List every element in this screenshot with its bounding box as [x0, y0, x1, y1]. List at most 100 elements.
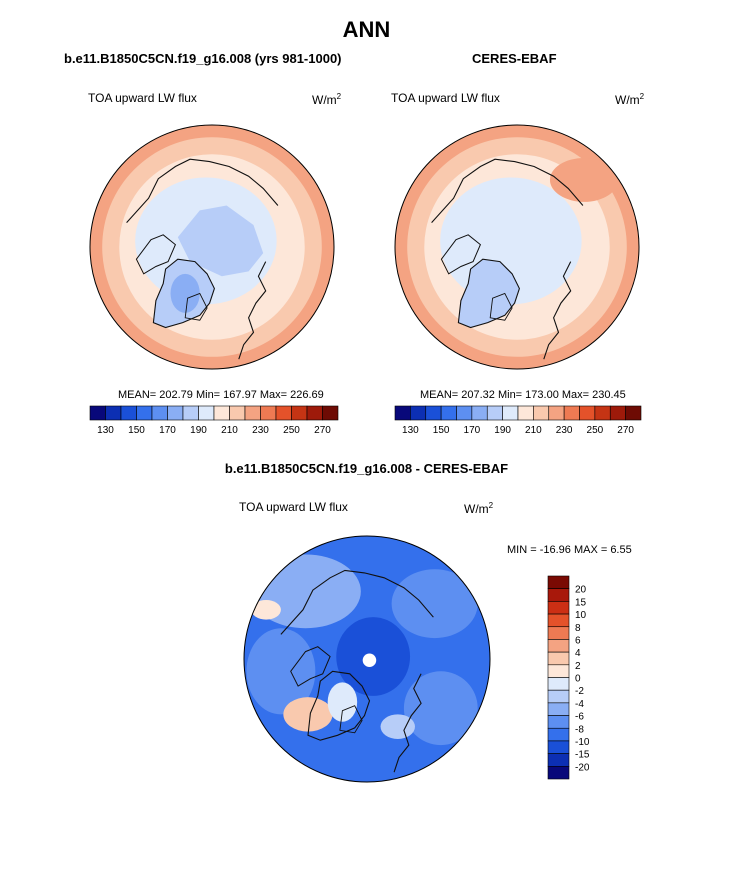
colorbar-tick-label: 230 [252, 425, 269, 436]
colorbar-tick-label: 190 [494, 425, 511, 436]
colorbar-swatch [547, 715, 570, 729]
island-coast [489, 292, 513, 321]
colorbar-tick-label: 0 [575, 674, 581, 685]
diff-warm-1 [283, 697, 333, 732]
colorbar-swatch [456, 405, 473, 421]
panel1-units: W/m2 [312, 92, 341, 107]
panel3-stats: MIN = -16.96 MAX = 6.55 [507, 544, 632, 556]
colorbar-swatch [182, 405, 199, 421]
colorbar-tick-label: 190 [190, 425, 207, 436]
coastline-north [280, 569, 434, 635]
arctic-core [482, 205, 569, 277]
diff-region-ne [391, 569, 478, 639]
colorbar-swatch [547, 664, 570, 678]
panel2-stats: MEAN= 207.32 Min= 173.00 Max= 230.45 [420, 389, 626, 401]
colorbar-tick-label: 15 [575, 597, 587, 608]
colorbar-swatch [579, 405, 596, 421]
diff-greenland [327, 682, 358, 722]
colorbar-swatch [533, 405, 550, 421]
colorbar-swatch [502, 405, 519, 421]
coastline-north [126, 158, 279, 223]
map-border [89, 124, 335, 370]
colorbar-tick-label: 250 [587, 425, 604, 436]
map-panel-2 [394, 124, 640, 370]
colorbar-swatch [213, 405, 230, 421]
colorbar-tick-label: 210 [221, 425, 238, 436]
colorbar-swatch [594, 405, 611, 421]
panel1-units-base: W/m [312, 93, 337, 107]
colorbar-swatch [547, 766, 570, 780]
colorbar-swatch [275, 405, 292, 421]
island-coast [339, 705, 363, 734]
colorbar-swatch [120, 405, 137, 421]
colorbar-tick-label: 4 [575, 648, 581, 659]
colorbar-swatch [547, 677, 570, 691]
map-border [394, 124, 640, 370]
diff-warm-2 [251, 599, 281, 620]
colorbar-swatch [547, 740, 570, 754]
colorbar-swatch [625, 405, 642, 421]
panel3-title: b.e11.B1850C5CN.f19_g16.008 - CERES-EBAF [224, 461, 509, 476]
colorbar-tick-label: 2 [575, 661, 581, 672]
colorbar-1: 130 150 170 190 210 230 250 270 [89, 405, 339, 436]
panel2-units-exp: 2 [639, 92, 645, 101]
warm-patch [549, 157, 619, 202]
panel3-variable: TOA upward LW flux [239, 500, 348, 514]
colorbar-swatch [394, 405, 411, 421]
colorbar-tick-label: 6 [575, 635, 581, 646]
colorbar-swatch [89, 405, 106, 421]
coastline-east [543, 261, 572, 360]
panel1-stats: MEAN= 202.79 Min= 167.97 Max= 226.69 [118, 389, 324, 401]
colorbar-swatch [547, 689, 570, 704]
panel1-units-exp: 2 [336, 92, 342, 101]
colorbar-tick-label: -10 [575, 737, 590, 748]
colorbar-swatch [547, 588, 570, 602]
colorbar-tick-label: 130 [97, 425, 114, 436]
colorbar-swatch [151, 405, 168, 421]
colorbar-swatch [486, 405, 503, 421]
colorbar-swatch [167, 405, 184, 421]
colorbar-swatch [547, 601, 570, 615]
colorbar-swatch [548, 405, 565, 421]
colorbar-swatch [229, 405, 246, 421]
colorbar-tick-label: -4 [575, 699, 584, 710]
colorbar-swatch [547, 651, 570, 666]
colorbar-tick-label: 130 [402, 425, 419, 436]
coastline-north [431, 158, 584, 223]
colorbar-swatch [547, 613, 570, 628]
diff-scand [380, 714, 415, 739]
colorbar-swatch [471, 405, 488, 421]
colorbar-tick-label: -20 [575, 762, 590, 773]
colorbar-swatch [547, 727, 570, 742]
colorbar-tick-label: 270 [314, 425, 331, 436]
diff-region-w [246, 628, 316, 715]
panel2-title: CERES-EBAF [472, 51, 557, 66]
colorbar-swatch [306, 405, 323, 421]
panel1-variable: TOA upward LW flux [88, 91, 197, 105]
colorbar-swatch [198, 405, 215, 421]
panel1-title: b.e11.B1850C5CN.f19_g16.008 (yrs 981-100… [64, 51, 342, 66]
colorbar-swatch [244, 405, 261, 421]
colorbar-tick-label: 10 [575, 610, 587, 621]
map-border [243, 535, 491, 783]
greenland-core [170, 273, 200, 313]
panel2-units: W/m2 [615, 92, 644, 107]
island-coast [184, 292, 208, 321]
panel3-units: W/m2 [464, 501, 493, 516]
colorbar-tick-label: 230 [556, 425, 573, 436]
colorbar-2: 130 150 170 190 210 230 250 270 [394, 405, 642, 436]
greenland-coast [307, 670, 371, 741]
colorbar-swatch [547, 639, 570, 653]
panel2-units-base: W/m [615, 93, 640, 107]
colorbar-swatch [291, 405, 308, 421]
greenland-core [475, 273, 505, 313]
colorbar-swatch [609, 405, 626, 421]
colorbar-tick-label: -8 [575, 724, 584, 735]
colorbar-swatch [425, 405, 442, 421]
colorbar-swatch [136, 405, 153, 421]
diff-region-se [403, 671, 478, 746]
colorbar-swatch [547, 702, 570, 716]
colorbar-tick-label: 210 [525, 425, 542, 436]
colorbar-tick-label: 250 [283, 425, 300, 436]
colorbar-swatch [260, 405, 277, 421]
